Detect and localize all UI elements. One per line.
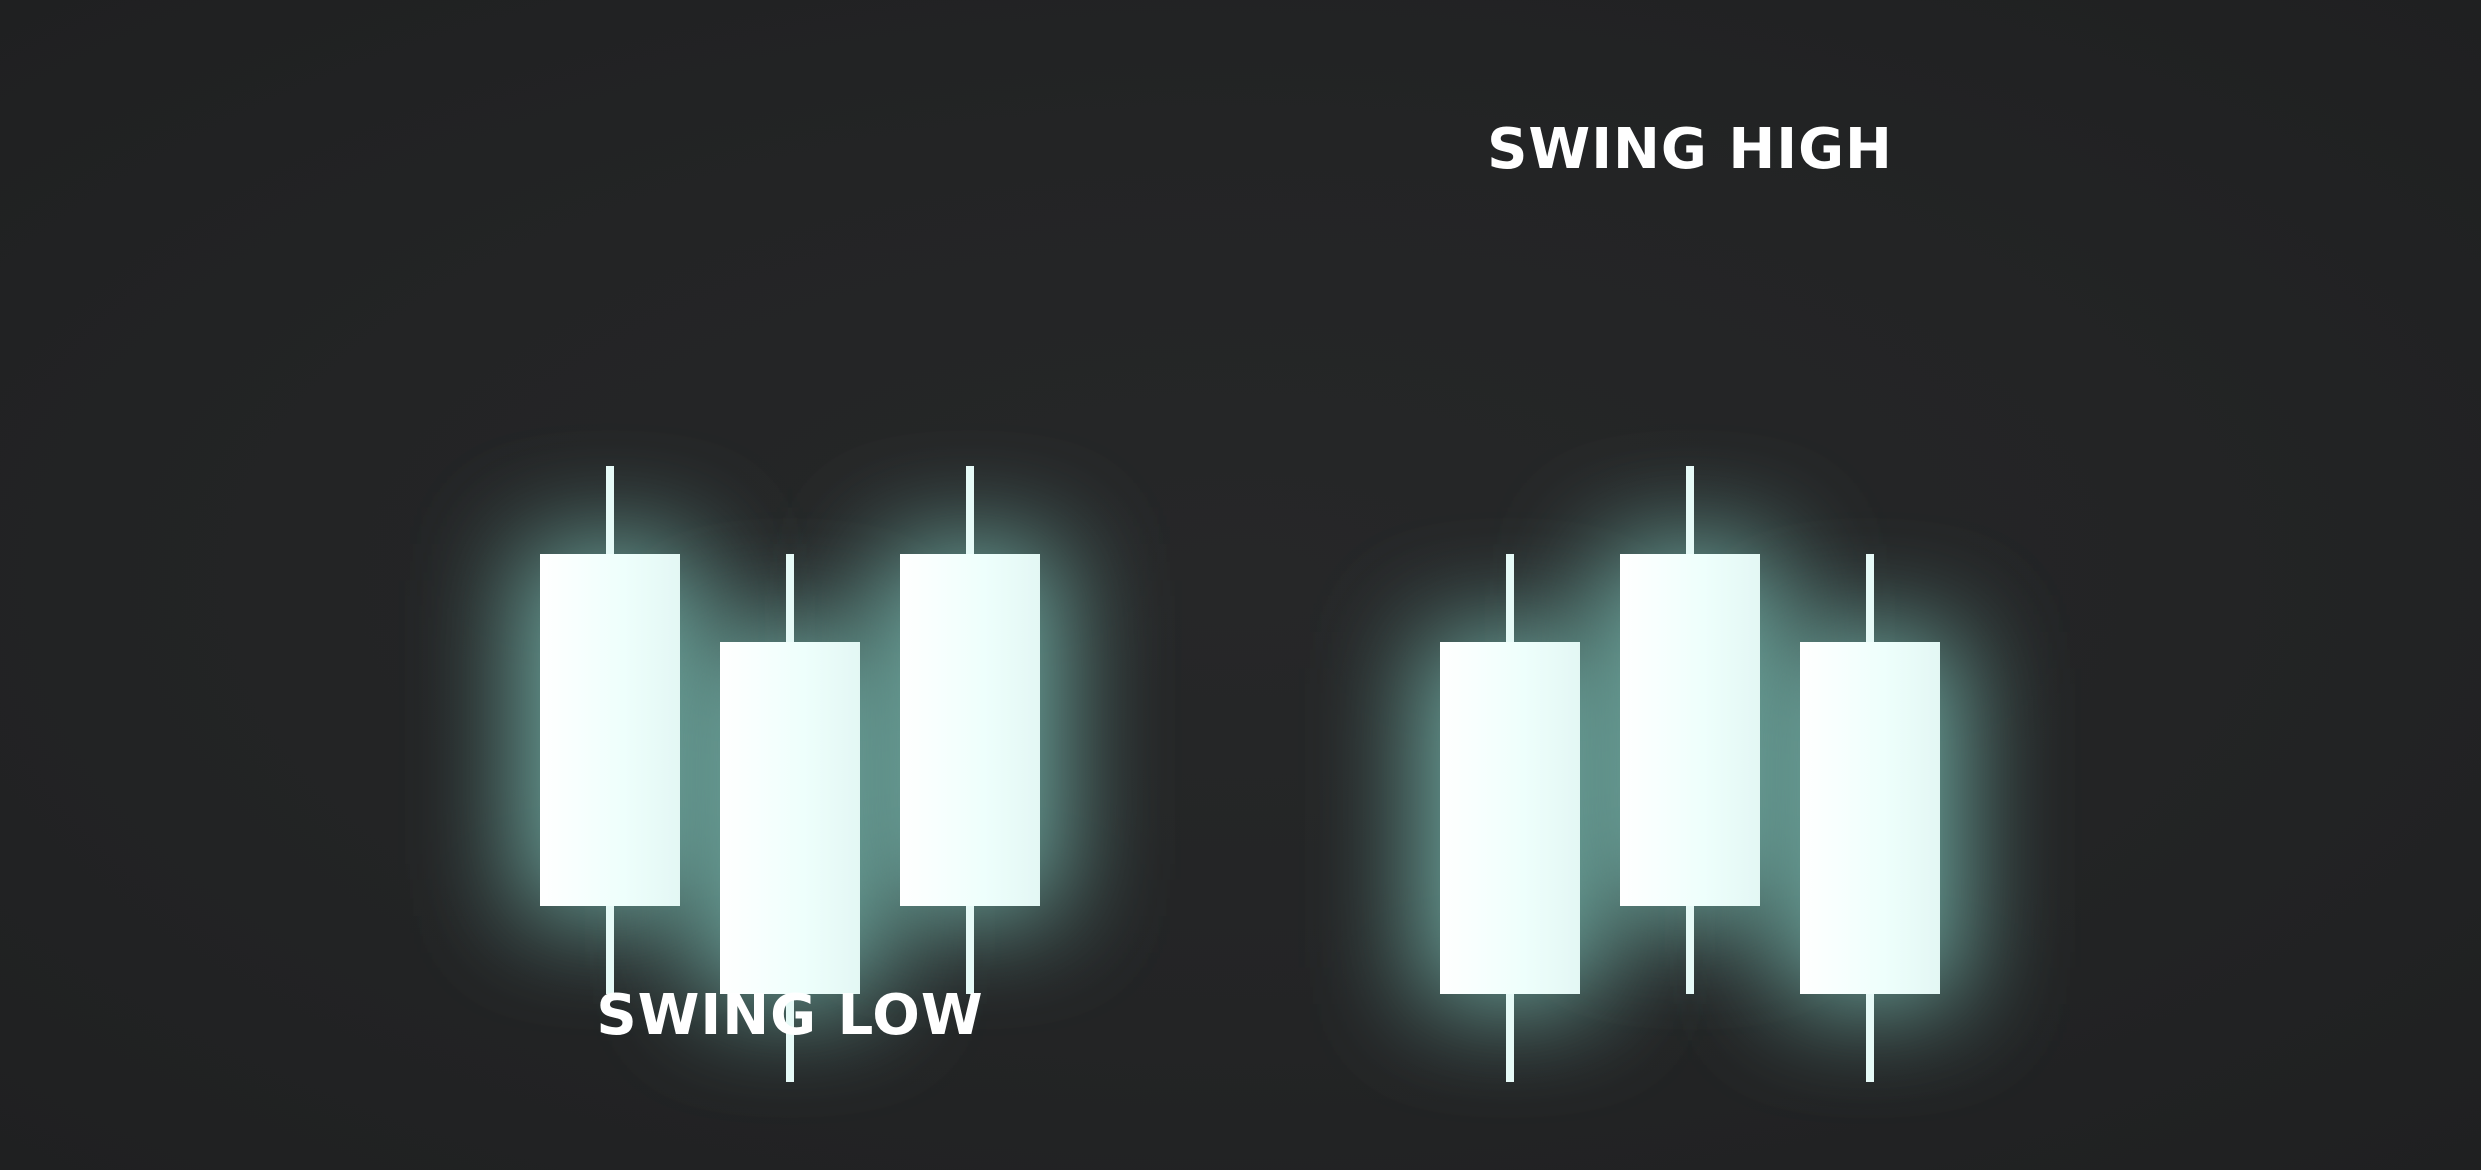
swing-high-candle-1-body [1440,642,1580,994]
swing-low-candle-1-body [540,554,680,906]
candle-layer [540,466,1940,1082]
swing-low-candle-2-body [720,642,860,994]
swing-high-candle-3-body [1800,642,1940,994]
swing-low-label: SWING LOW [596,983,984,1048]
swing-low-candle-3-body [900,554,1040,906]
swing-high-label: SWING HIGH [1487,117,1893,182]
swing-high-candle-2-body [1620,554,1760,906]
